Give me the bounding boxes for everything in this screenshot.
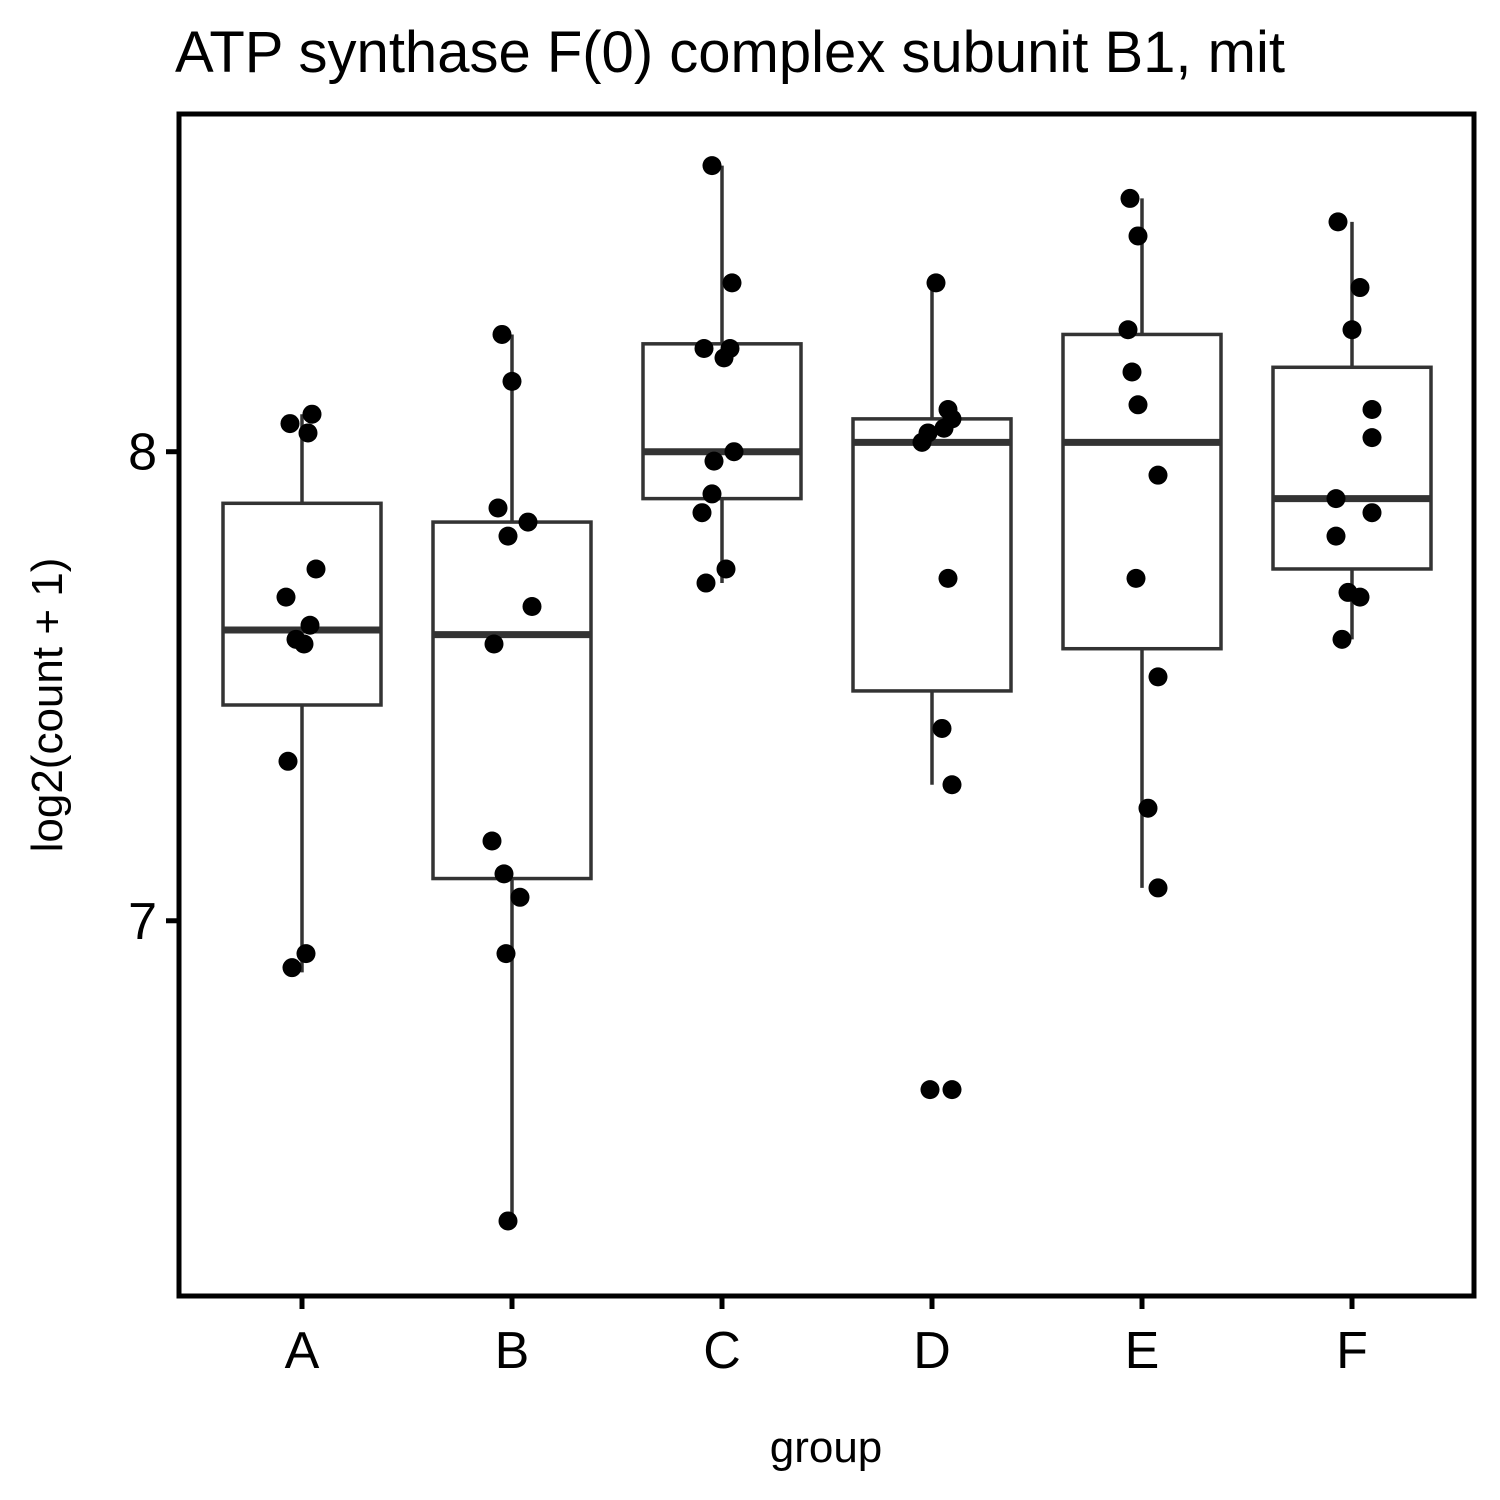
data-point [942,1080,962,1100]
data-point [1328,212,1348,232]
x-tick-label: C [703,1322,741,1380]
data-point [912,432,932,452]
data-point [696,573,716,593]
data-point [716,559,736,579]
data-point [492,324,512,344]
box-group-c [641,165,803,584]
data-point [280,414,300,434]
data-point [724,442,744,462]
box-group-a [221,414,383,973]
plot-frame [176,111,1477,1299]
data-point [298,423,318,443]
data-point [938,568,958,588]
data-point [1362,400,1382,419]
x-tick-label: E [1125,1322,1160,1380]
data-point [714,348,734,368]
data-point [1138,798,1158,818]
box [1271,365,1433,571]
data-point [1350,278,1370,298]
data-point [1118,320,1138,340]
data-point [942,775,962,795]
x-axis-title: group [770,1423,883,1472]
data-point [1148,878,1168,898]
box [221,501,383,707]
plot-area [221,156,1433,1231]
x-tick-label: F [1336,1322,1368,1380]
data-point [482,831,502,851]
data-point [1326,489,1346,509]
axes: 7 8 A B C D E F [128,424,1368,1380]
box [1061,332,1223,651]
data-point [702,484,722,504]
data-point [692,503,712,523]
data-point [1332,629,1352,649]
data-point [496,944,516,964]
box-group-d [851,282,1013,785]
box-group-f [1271,221,1433,640]
data-point [932,718,952,738]
box [641,342,803,501]
data-point [722,273,742,293]
data-point [276,587,296,607]
data-point [510,887,530,907]
data-point [502,371,522,391]
data-point [296,944,316,964]
y-axis-title: log2(count + 1) [23,558,72,853]
data-point [300,615,320,635]
data-point [702,156,722,176]
data-point [926,273,946,293]
box-group-e [1061,198,1223,888]
box-group-b [431,334,593,1221]
data-point [1120,188,1140,208]
data-point [1128,395,1148,415]
data-point [1148,465,1168,485]
box [431,520,593,881]
data-point [498,1211,518,1231]
data-point [1350,587,1370,607]
data-point [1362,428,1382,448]
data-point [494,864,514,884]
box [851,417,1013,693]
chart-title: ATP synthase F(0) complex subunit B1, mi… [175,20,1285,85]
x-tick-label: B [495,1322,530,1380]
data-point [1148,667,1168,687]
data-point [282,958,302,978]
data-point [484,634,504,654]
data-point [306,559,326,579]
data-point [518,512,538,532]
y-tick-label: 7 [128,893,157,951]
data-point [704,451,724,471]
data-point [1128,226,1148,246]
data-point [294,634,314,654]
data-point [1126,568,1146,588]
x-tick-label: A [285,1322,320,1380]
data-point [920,1080,940,1100]
x-tick-label: D [913,1322,951,1380]
data-point [278,751,298,771]
data-point [934,418,954,438]
data-point [522,597,542,616]
data-point [488,498,508,518]
data-point [498,526,518,546]
data-point [1362,503,1382,523]
y-tick-label: 8 [128,424,157,482]
data-point [694,339,714,359]
data-point [1122,362,1142,382]
data-point [1342,320,1362,340]
data-point [1326,526,1346,546]
data-point [302,404,322,424]
